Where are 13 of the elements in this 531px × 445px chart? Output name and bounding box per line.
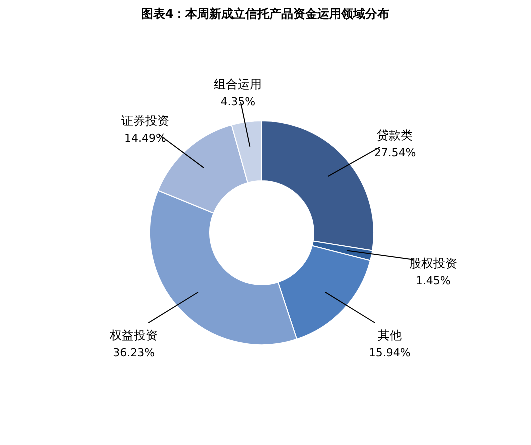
chart-title: 图表4：本周新成立信托产品资金运用领域分布 <box>141 7 390 21</box>
data-label: 15.94% <box>368 346 411 360</box>
data-label: 36.23% <box>113 346 156 360</box>
slice-label: 贷款类 <box>377 128 414 143</box>
data-label: 27.54% <box>374 146 416 160</box>
slice-label: 股权投资 <box>409 256 458 271</box>
data-label: 1.45% <box>416 274 451 288</box>
data-label: 4.35% <box>220 95 256 108</box>
slice-label: 其他 <box>378 328 402 342</box>
slice-label: 权益投资 <box>109 328 158 342</box>
data-label: 14.49% <box>124 132 166 146</box>
slice-label: 证券投资 <box>121 114 170 128</box>
slice-label: 组合运用 <box>214 77 262 92</box>
